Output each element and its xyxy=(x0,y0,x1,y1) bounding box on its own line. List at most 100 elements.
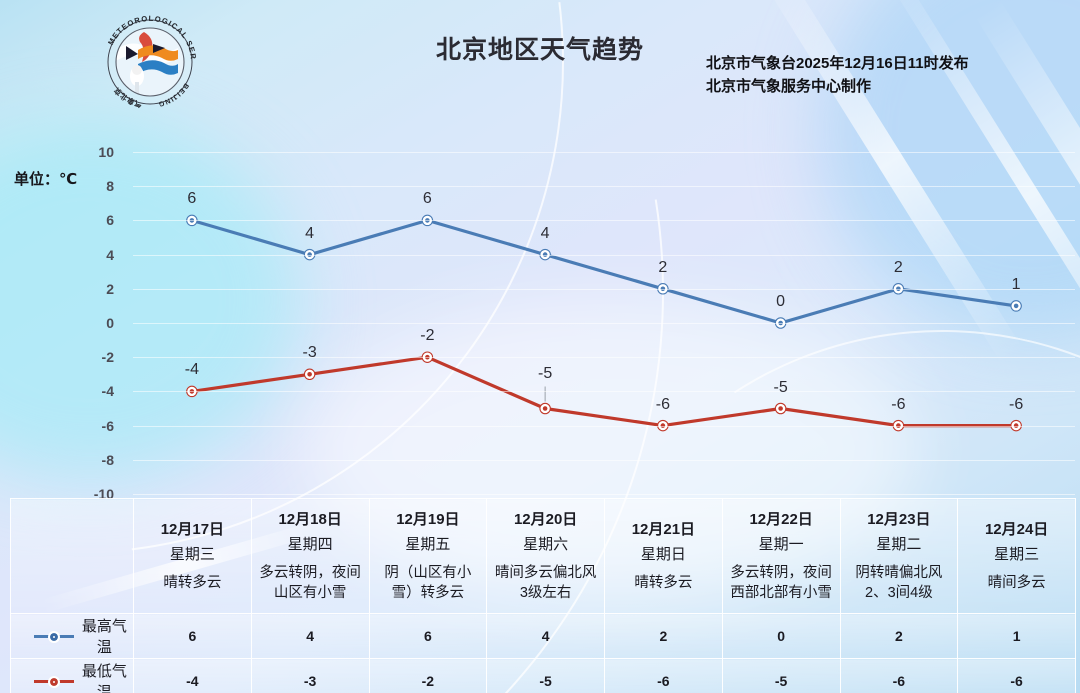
data-point-label: 6 xyxy=(187,190,197,208)
forecast-date: 12月17日 xyxy=(160,521,225,539)
legend-low-marker-icon xyxy=(34,675,74,688)
forecast-high-value: 6 xyxy=(368,613,488,659)
data-point-label: -6 xyxy=(1009,395,1024,413)
data-point-center xyxy=(1013,303,1019,309)
data-point-label: -2 xyxy=(420,327,435,345)
forecast-condition: 晴间多云 xyxy=(987,575,1046,592)
forecast-date: 12月24日 xyxy=(984,521,1049,539)
data-point-label: -3 xyxy=(302,344,317,362)
publisher-line-1: 北京市气象台2025年12月16日11时发布 xyxy=(706,55,969,72)
forecast-weekday: 星期六 xyxy=(523,536,569,554)
forecast-day-cell: 12月24日 星期三 晴间多云 xyxy=(957,498,1076,614)
data-point-label: 4 xyxy=(540,224,550,242)
y-axis-tick: 10 xyxy=(98,144,114,160)
forecast-high-value: 4 xyxy=(250,613,370,659)
forecast-high-value: 6 xyxy=(133,613,252,659)
y-axis-tick: -6 xyxy=(101,417,114,434)
forecast-high-value: 4 xyxy=(486,613,605,659)
series-lines xyxy=(186,214,1022,432)
data-point-center xyxy=(778,406,783,411)
forecast-high-value: 2 xyxy=(604,613,723,659)
forecast-condition: 晴间多云偏北风3级左右 xyxy=(494,565,597,601)
forecast-date: 12月19日 xyxy=(396,511,460,529)
legend-high-marker-icon xyxy=(34,630,74,643)
gridline xyxy=(133,425,1075,427)
gridline xyxy=(133,220,1075,222)
forecast-condition: 阴（山区有小雪）转多云 xyxy=(384,565,472,601)
table-row-low: 最低气温 -4 -3 -2 -5 -6 -5 -6 -6 xyxy=(10,658,1076,693)
series-line-low xyxy=(190,355,1018,428)
forecast-day-cell: 12月22日 星期一多云转阴，夜间西部北部有小雪 xyxy=(721,498,841,614)
gridline xyxy=(133,186,1075,188)
forecast-weekday: 星期日 xyxy=(640,546,686,564)
data-point-label: -5 xyxy=(538,364,553,382)
publisher-line-2: 北京市气象服务中心制作 xyxy=(706,78,872,96)
data-point-label: 6 xyxy=(422,190,432,208)
gridline xyxy=(133,357,1075,359)
y-axis-tick: 6 xyxy=(106,212,114,229)
temperature-trend-chart: 10 8 6 4 2 0 -2 -4 -6 -8 -10 6 4 6 4 2 0 2 1 -4 -3 -2 -5 -6 -5-… xyxy=(68,0,1075,502)
publisher-block: 北京市气象台2025年12月16日11时发布 北京市气象服务中心制作 xyxy=(706,52,969,99)
beijing-meteorological-service-logo: METEOROLOGICAL SERVICE BEIJING 气象北京 xyxy=(95,3,202,114)
legend-spacer-cell xyxy=(10,498,134,614)
forecast-high-value: 1 xyxy=(957,613,1076,659)
forecast-low-value: -5 xyxy=(486,658,605,693)
forecast-low-value: -5 xyxy=(721,658,841,693)
forecast-condition: 阴转晴偏北风2、3间4级 xyxy=(855,565,943,601)
forecast-weekday: 星期五 xyxy=(405,536,451,554)
forecast-date: 12月23日 xyxy=(867,511,931,529)
forecast-condition: 晴转多云 xyxy=(163,575,222,592)
gridline xyxy=(133,254,1075,256)
legend-high-label: 最高气温 xyxy=(81,618,127,656)
gridline xyxy=(133,391,1075,393)
y-axis-tick: -4 xyxy=(101,383,114,400)
data-point-label: -4 xyxy=(184,361,199,379)
legend-high-cell: 最高气温 xyxy=(10,613,134,659)
data-point-label: -5 xyxy=(773,378,788,396)
forecast-day-cell: 12月23日 星期二阴转晴偏北风2、3间4级 xyxy=(839,498,959,614)
forecast-high-value: 0 xyxy=(721,613,841,659)
data-point-label: 0 xyxy=(776,293,786,310)
table-row-day-info: 12月17日 星期三 晴转多云 12月18日 星期四 多云转阴，夜间山区有小雪 12月19日… xyxy=(10,498,1076,614)
forecast-table: 12月17日 星期三 晴转多云 12月18日 星期四 多云转阴，夜间山区有小雪 12月19日… xyxy=(10,498,1076,693)
forecast-date: 12月20日 xyxy=(513,511,578,529)
forecast-low-value: -6 xyxy=(839,658,959,693)
data-point-label: 2 xyxy=(658,258,668,276)
y-axis-tick: 0 xyxy=(106,315,114,331)
forecast-day-cell: 12月21日 星期日晴转多云 xyxy=(604,498,723,614)
forecast-weekday: 星期三 xyxy=(169,546,215,564)
forecast-condition: 晴转多云 xyxy=(634,575,693,592)
forecast-date: 12月21日 xyxy=(631,521,696,539)
forecast-day-cell: 12月20日 星期六晴间多云偏北风3级左右 xyxy=(486,498,605,614)
forecast-low-value: -6 xyxy=(604,658,723,693)
forecast-weekday: 星期四 xyxy=(287,536,333,554)
gridline xyxy=(133,288,1075,290)
y-axis-tick: -8 xyxy=(101,451,114,468)
forecast-weekday: 星期一 xyxy=(758,536,804,554)
data-point-label: -6 xyxy=(655,395,670,413)
forecast-day-cell: 12月18日 星期四 多云转阴，夜间山区有小雪 xyxy=(250,498,370,614)
data-point-label: 4 xyxy=(305,224,315,242)
gridline xyxy=(133,459,1075,461)
series-line-high xyxy=(190,218,1018,325)
data-point-label: 1 xyxy=(1011,275,1021,293)
forecast-date: 12月22日 xyxy=(749,511,813,529)
legend-low-label: 最低气温 xyxy=(81,663,127,693)
data-point-label: -6 xyxy=(891,395,906,413)
y-axis-tick: 2 xyxy=(106,280,114,297)
forecast-low-value: -3 xyxy=(250,658,370,693)
forecast-weekday: 星期二 xyxy=(876,536,922,554)
forecast-low-value: -2 xyxy=(368,658,488,693)
page-title: 北京地区天气趋势 xyxy=(435,36,644,64)
plot-area: 6 4 6 4 2 0 2 1 -4 -3 -2 -5 -6 -5 -6 -6 xyxy=(133,0,1075,500)
y-axis-tick: -2 xyxy=(101,349,114,366)
gridline xyxy=(133,152,1075,153)
data-point-label: 2 xyxy=(893,258,903,276)
gridline xyxy=(133,494,1075,495)
forecast-condition: 多云转阴，夜间西部北部有小雪 xyxy=(730,565,832,601)
data-point-center xyxy=(307,372,312,377)
forecast-low-value: -6 xyxy=(957,658,1076,693)
y-axis: 10 8 6 4 2 0 -2 -4 -6 -8 -10 xyxy=(68,0,114,502)
forecast-day-cell: 12月19日 星期五阴（山区有小雪）转多云 xyxy=(368,498,488,614)
